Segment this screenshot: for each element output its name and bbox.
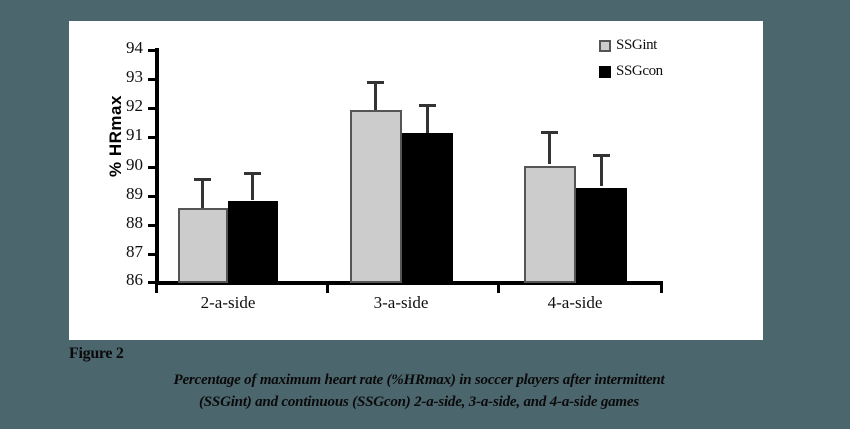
errorbar-ssgcon-4-a-side <box>600 154 603 186</box>
legend-item-ssgcon: SSGcon <box>599 63 663 80</box>
y-tick-label-86: 86 <box>126 270 143 289</box>
figure-number: Figure 2 <box>69 345 124 362</box>
bar-ssgcon-3-a-side <box>402 133 453 283</box>
figure-caption-text: Percentage of maximum heart rate (%HRmax… <box>69 370 769 414</box>
bar-ssgint-2-a-side <box>178 208 228 283</box>
bar-ssgint-4-a-side <box>524 166 576 283</box>
x-tick-cat2-cat3 <box>497 284 500 293</box>
legend-item-ssgint: SSGint <box>599 37 663 54</box>
chart-legend: SSGint SSGcon <box>599 37 663 89</box>
bar-ssgcon-2-a-side <box>228 201 278 283</box>
errorcap-ssgint-2-a-side <box>194 178 211 181</box>
legend-label-ssgcon: SSGcon <box>616 63 663 79</box>
legend-label-ssgint: SSGint <box>616 37 657 53</box>
y-tick-90: 90 <box>126 156 156 173</box>
y-tick-89: 89 <box>126 185 156 202</box>
errorbar-ssgint-2-a-side <box>201 178 204 208</box>
errorbar-ssgcon-2-a-side <box>251 172 254 200</box>
y-tick-label-90: 90 <box>126 155 143 174</box>
errorcap-ssgint-3-a-side <box>367 81 384 84</box>
y-tick-87: 87 <box>126 243 156 260</box>
y-tick-label-93: 93 <box>126 67 143 86</box>
legend-swatch-dark-icon <box>599 65 611 78</box>
figure-panel: 94 93 92 91 90 89 88 87 86 % HRmax <box>69 21 763 340</box>
legend-swatch-light-icon <box>599 39 611 52</box>
y-tick-label-92: 92 <box>126 96 143 115</box>
errorcap-ssgcon-4-a-side <box>593 154 610 157</box>
errorbar-ssgcon-3-a-side <box>426 104 429 133</box>
y-tick-label-89: 89 <box>126 184 143 203</box>
y-tick-label-87: 87 <box>126 242 143 261</box>
x-category-label-2: 3-a-side <box>373 293 429 312</box>
y-tick-86: 86 <box>126 271 156 288</box>
y-axis-title: % HRmax <box>106 95 125 177</box>
y-tick-label-88: 88 <box>126 213 143 232</box>
figure-caption-block: Figure 2 Percentage of maximum heart rat… <box>69 345 829 414</box>
y-tick-91: 91 <box>126 126 156 143</box>
errorcap-ssgcon-3-a-side <box>419 104 436 107</box>
x-tick-cat1-cat2 <box>326 284 329 293</box>
errorcap-ssgcon-2-a-side <box>244 172 261 175</box>
y-tick-94: 94 <box>126 39 156 56</box>
bar-ssgcon-4-a-side <box>576 188 627 283</box>
y-tick-label-91: 91 <box>126 125 143 144</box>
x-axis-line <box>155 281 663 285</box>
x-tick-end <box>660 284 663 293</box>
y-tick-93: 93 <box>126 68 156 85</box>
errorbar-ssgint-3-a-side <box>374 81 377 110</box>
errorbar-ssgint-4-a-side <box>548 131 551 164</box>
errorcap-ssgint-4-a-side <box>541 131 558 134</box>
caption-line-1: Percentage of maximum heart rate (%HRmax… <box>173 372 665 388</box>
x-category-label-3: 4-a-side <box>547 293 603 312</box>
x-category-label-1: 2-a-side <box>200 293 256 312</box>
bar-ssgint-3-a-side <box>350 110 402 283</box>
bar-chart-plot: 94 93 92 91 90 89 88 87 86 % HRmax <box>69 21 763 340</box>
caption-line-2: (SSGint) and continuous (SSGcon) 2-a-sid… <box>199 393 639 410</box>
y-tick-88: 88 <box>126 214 156 231</box>
y-axis-line <box>155 48 159 285</box>
x-tick-start <box>155 284 158 293</box>
y-tick-92: 92 <box>126 97 156 114</box>
y-tick-label-94: 94 <box>126 38 143 57</box>
